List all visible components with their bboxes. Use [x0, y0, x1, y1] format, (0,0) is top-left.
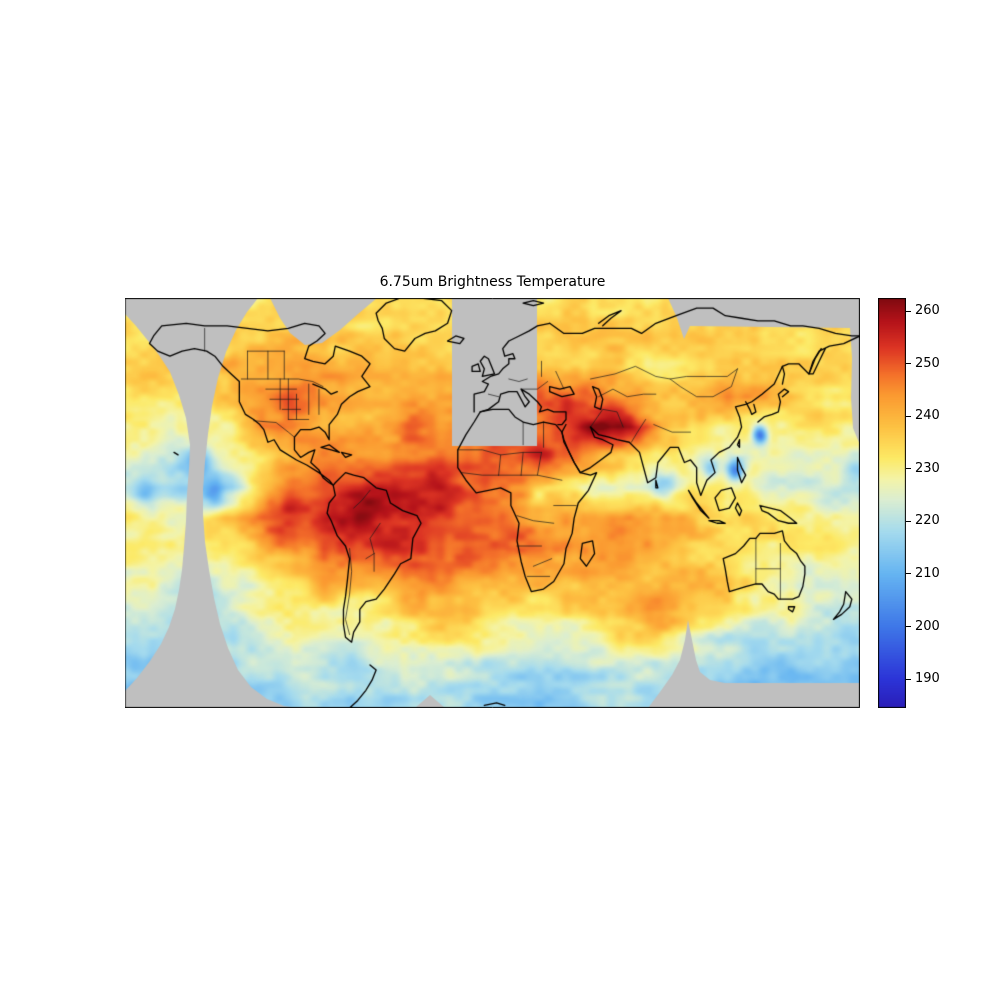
colorbar-tick-label: 220 — [915, 513, 940, 529]
colorbar-tick-label: 250 — [915, 355, 940, 371]
colorbar-tick-mark — [906, 626, 911, 628]
map-canvas — [125, 298, 860, 708]
colorbar-tick-mark — [906, 415, 911, 417]
colorbar-tick-label: 190 — [915, 671, 940, 687]
colorbar-tick-mark — [906, 468, 911, 470]
colorbar-tick-mark — [906, 363, 911, 365]
colorbar-tick-label: 230 — [915, 460, 940, 476]
colorbar — [878, 298, 906, 708]
colorbar-tick-label: 210 — [915, 565, 940, 581]
colorbar-tick-label: 260 — [915, 303, 940, 319]
colorbar-tick-mark — [906, 573, 911, 575]
chart-title: 6.75um Brightness Temperature — [379, 274, 606, 290]
colorbar-tick-mark — [906, 310, 911, 312]
colorbar-tick-mark — [906, 678, 911, 680]
colorbar-tick-label: 240 — [915, 408, 940, 424]
colorbar-tick-label: 200 — [915, 618, 940, 634]
colorbar-tick-mark — [906, 520, 911, 522]
